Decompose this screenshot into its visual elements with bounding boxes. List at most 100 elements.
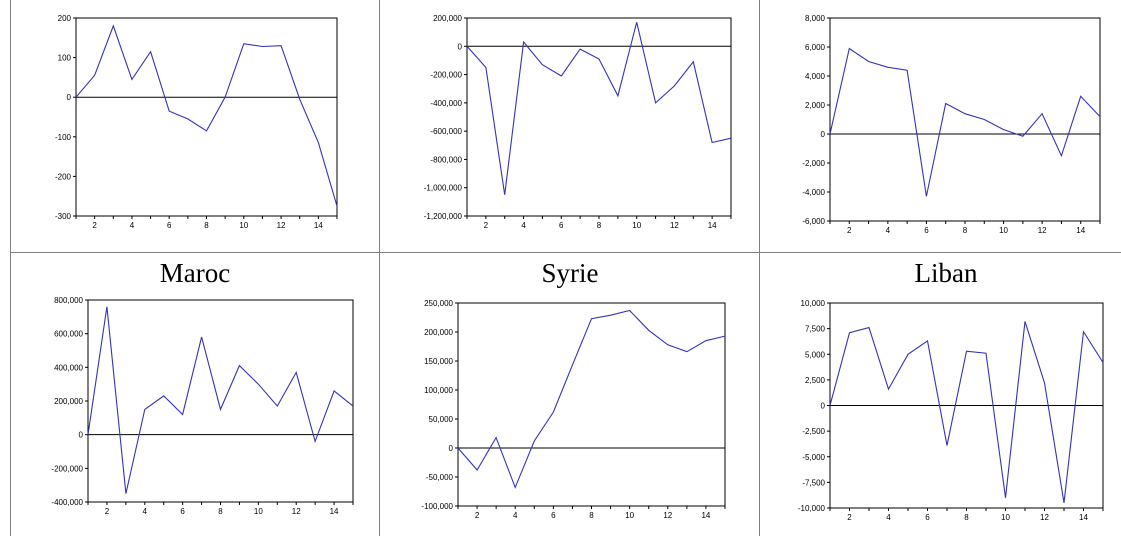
- x-tick-label: 12: [663, 511, 672, 520]
- x-tick-label: 6: [167, 221, 172, 230]
- y-tick-label: -10,000: [798, 504, 826, 513]
- x-tick-label: 2: [92, 221, 97, 230]
- x-tick-label: 6: [925, 513, 930, 522]
- y-tick-label: -100,000: [421, 502, 453, 511]
- y-tick-label: -200: [55, 172, 72, 181]
- y-tick-label: 4,000: [805, 72, 826, 81]
- y-tick-label: -400,000: [430, 99, 462, 108]
- x-tick-label: 4: [521, 221, 526, 230]
- x-tick-label: 12: [1038, 226, 1047, 235]
- y-tick-label: 100,000: [424, 386, 453, 395]
- x-tick-label: 14: [701, 511, 710, 520]
- series-line: [829, 47, 1101, 197]
- x-tick-label: 6: [551, 511, 556, 520]
- y-tick-label: 0: [67, 93, 72, 102]
- y-tick-label: 200: [58, 14, 72, 23]
- x-tick-label: 10: [999, 226, 1008, 235]
- y-tick-label: 100: [58, 54, 72, 63]
- y-tick-label: -2,500: [802, 427, 825, 436]
- x-tick-label: 12: [277, 221, 286, 230]
- x-tick-label: 4: [886, 226, 891, 235]
- x-tick-label: 10: [254, 507, 263, 516]
- y-tick-label: -4,000: [802, 188, 825, 197]
- x-tick-label: 2: [105, 507, 110, 516]
- series-line: [457, 309, 726, 489]
- x-tick-label: 14: [1079, 513, 1088, 522]
- y-tick-label: -2,000: [802, 159, 825, 168]
- y-tick-label: 600,000: [54, 330, 83, 339]
- x-tick-label: 4: [143, 507, 148, 516]
- x-tick-label: 14: [314, 221, 323, 230]
- y-tick-label: 400,000: [54, 363, 83, 372]
- x-tick-label: 14: [1076, 226, 1085, 235]
- y-tick-label: -400,000: [51, 498, 83, 507]
- y-tick-label: 2,500: [805, 376, 826, 385]
- y-tick-label: -5,000: [802, 453, 825, 462]
- series-line: [466, 22, 732, 195]
- y-tick-label: 200,000: [54, 397, 83, 406]
- x-tick-label: 8: [204, 221, 209, 230]
- x-tick-label: 14: [708, 221, 717, 230]
- x-tick-label: 8: [597, 221, 602, 230]
- x-tick-label: 10: [239, 221, 248, 230]
- y-tick-label: 50,000: [429, 415, 454, 424]
- y-tick-label: -200,000: [51, 464, 83, 473]
- y-tick-label: 0: [458, 42, 463, 51]
- y-tick-label: 5,000: [805, 350, 826, 359]
- series-line: [75, 24, 338, 207]
- x-tick-label: 4: [886, 513, 891, 522]
- y-tick-label: 200,000: [424, 328, 453, 337]
- label-maroc: Maroc: [159, 258, 231, 288]
- x-tick-label: 4: [513, 511, 518, 520]
- y-tick-label: 0: [79, 431, 84, 440]
- x-tick-label: 6: [924, 226, 929, 235]
- x-tick-label: 12: [1040, 513, 1049, 522]
- x-tick-label: 10: [625, 511, 634, 520]
- x-tick-label: 2: [475, 511, 480, 520]
- y-tick-label: 10,000: [801, 299, 826, 308]
- y-tick-label: 0: [449, 444, 454, 453]
- y-tick-label: -50,000: [426, 473, 454, 482]
- y-tick-label: 8,000: [805, 14, 826, 23]
- x-tick-label: 8: [964, 513, 969, 522]
- x-tick-label: 12: [670, 221, 679, 230]
- label-syrie: Syrie: [541, 258, 599, 288]
- y-tick-label: 6,000: [805, 43, 826, 52]
- x-tick-label: 4: [130, 221, 135, 230]
- series-line: [87, 306, 354, 494]
- x-tick-label: 8: [589, 511, 594, 520]
- cell-divider-vertical-middle-1: [379, 0, 380, 536]
- x-tick-label: 6: [180, 507, 185, 516]
- y-tick-label: -100: [55, 133, 72, 142]
- y-tick-label: -7,500: [802, 478, 825, 487]
- y-tick-label: -200,000: [430, 71, 462, 80]
- x-tick-label: 10: [1001, 513, 1010, 522]
- y-tick-label: 0: [821, 130, 826, 139]
- cell-divider-vertical-middle-2: [759, 0, 760, 536]
- y-tick-label: -300: [55, 212, 72, 221]
- y-tick-label: -6,000: [802, 217, 825, 226]
- y-tick-label: -1,000,000: [424, 184, 463, 193]
- x-tick-label: 8: [963, 226, 968, 235]
- x-tick-label: 12: [292, 507, 301, 516]
- x-tick-label: 2: [847, 226, 852, 235]
- y-tick-label: 800,000: [54, 296, 83, 305]
- x-tick-label: 2: [484, 221, 489, 230]
- y-tick-label: 150,000: [424, 357, 453, 366]
- series-line: [829, 321, 1104, 503]
- x-tick-label: 6: [559, 221, 564, 230]
- x-tick-label: 8: [218, 507, 223, 516]
- y-tick-label: 200,000: [433, 14, 462, 23]
- y-tick-label: 2,000: [805, 101, 826, 110]
- cell-divider-vertical-left: [10, 0, 11, 536]
- cell-divider-horizontal: [10, 252, 1121, 253]
- label-liban: Liban: [914, 258, 978, 288]
- x-tick-label: 2: [847, 513, 852, 522]
- x-tick-label: 14: [330, 507, 339, 516]
- x-tick-label: 10: [632, 221, 641, 230]
